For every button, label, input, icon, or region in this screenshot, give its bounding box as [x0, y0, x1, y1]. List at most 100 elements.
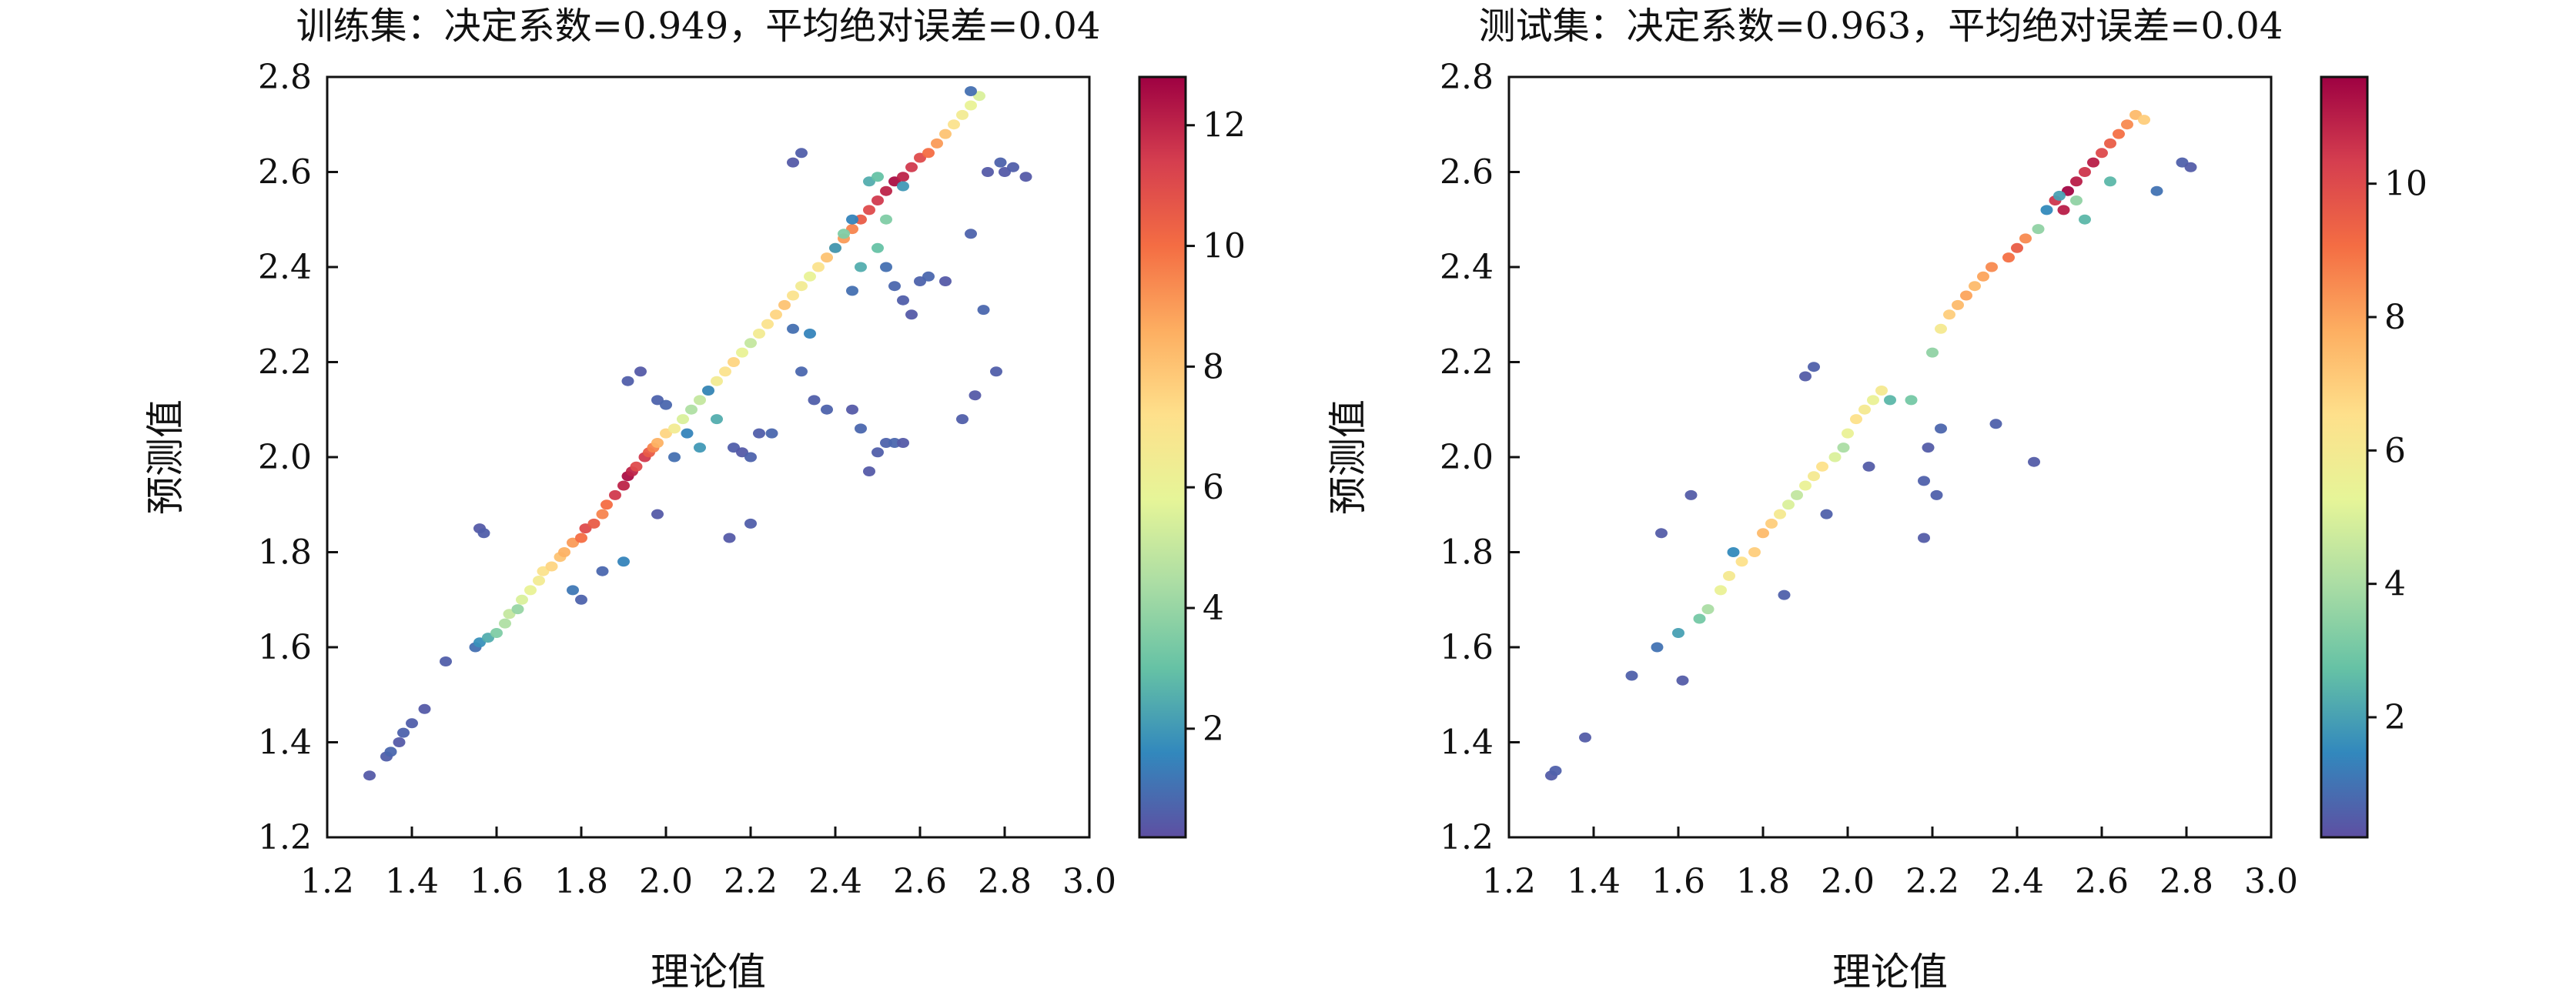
scatter-point — [795, 148, 808, 159]
x-tick-label: 2.8 — [978, 862, 1032, 901]
scatter-point — [2070, 176, 2083, 187]
scatter-point — [1969, 281, 1981, 292]
scatter-point — [1867, 395, 1879, 406]
scatter-point — [795, 366, 808, 377]
scatter-point — [778, 299, 791, 310]
colorbar-tick-label: 4 — [2384, 565, 2406, 604]
x-tick-label: 1.8 — [554, 862, 608, 901]
scatter-point — [1684, 489, 1698, 500]
scatter-point — [897, 181, 909, 192]
colorbar-tick-label: 10 — [2384, 165, 2427, 204]
train-plot-frame — [326, 75, 1091, 839]
scatter-point — [888, 438, 901, 448]
scatter-point — [694, 443, 706, 453]
x-tick-label: 1.4 — [385, 862, 439, 901]
scatter-point — [863, 466, 875, 476]
scatter-point — [524, 585, 537, 596]
scatter-point — [1655, 528, 1668, 539]
scatter-point — [948, 119, 960, 130]
scatter-point — [982, 167, 994, 177]
scatter-point — [1782, 499, 1795, 510]
scatter-point — [1816, 461, 1828, 472]
scatter-point — [994, 157, 1007, 168]
scatter-point — [651, 509, 664, 519]
scatter-point — [634, 366, 647, 377]
scatter-point — [2150, 185, 2163, 196]
scatter-point — [2138, 115, 2150, 125]
scatter-point — [770, 309, 782, 320]
test-title: 测试集：决定系数=0.963，平均绝对误差=0.04 — [1479, 5, 2283, 48]
scatter-point — [880, 185, 892, 196]
scatter-point — [1651, 642, 1664, 653]
scatter-point — [587, 518, 601, 529]
scatter-point — [855, 423, 867, 434]
scatter-point — [795, 281, 808, 292]
scatter-point — [1905, 395, 1918, 406]
scatter-point — [1693, 613, 1706, 624]
test-panel: 测试集：决定系数=0.963，平均绝对误差=0.04 1.2 1.4 1.6 1.8 2… — [1326, 5, 2427, 994]
x-tick-label: 1.4 — [1567, 862, 1621, 901]
x-tick-label: 2.2 — [1905, 862, 1959, 901]
scatter-point — [499, 618, 511, 629]
scatter-point — [1850, 414, 1862, 425]
scatter-point — [1808, 362, 1820, 372]
scatter-point — [1579, 732, 1591, 743]
scatter-point — [567, 585, 579, 596]
scatter-point — [2121, 119, 2133, 130]
scatter-point — [965, 86, 977, 96]
scatter-point — [808, 395, 821, 406]
scatter-point — [846, 286, 858, 296]
scatter-point — [905, 309, 918, 320]
y-tick-label: 1.2 — [1440, 818, 1494, 857]
scatter-point — [1930, 489, 1943, 500]
scatter-point — [1765, 518, 1778, 529]
scatter-point — [846, 214, 858, 225]
y-tick-label: 2.2 — [258, 343, 312, 382]
scatter-point — [490, 628, 503, 638]
scatter-point — [880, 262, 892, 272]
scatter-point — [905, 162, 918, 172]
y-tick-label: 1.4 — [1440, 723, 1494, 763]
x-tick-label: 1.6 — [470, 862, 524, 901]
y-tick-label: 2.6 — [1440, 153, 1494, 192]
scatter-point — [1842, 428, 1854, 439]
x-tick-label: 2.0 — [1821, 862, 1875, 901]
scatter-point — [1019, 172, 1032, 182]
scatter-point — [1791, 489, 1803, 500]
y-tick-label: 1.8 — [1440, 533, 1494, 573]
scatter-point — [1884, 395, 1896, 406]
train-x-label: 理论值 — [651, 950, 766, 994]
scatter-point — [1676, 675, 1689, 686]
x-tick-label: 2.6 — [893, 862, 947, 901]
scatter-point — [1808, 471, 1820, 482]
scatter-point — [702, 386, 714, 396]
scatter-point — [787, 157, 799, 168]
scatter-point — [787, 323, 799, 334]
scatter-point — [2096, 148, 2108, 159]
test-x-ticks: 1.2 1.4 1.6 1.8 2.0 2.2 2.4 2.6 2.8 3.0 — [1482, 827, 2298, 901]
scatter-point — [477, 528, 490, 539]
scatter-point — [393, 737, 406, 747]
scatter-point — [677, 414, 689, 425]
colorbar-tick-label: 8 — [1203, 347, 1224, 386]
x-tick-label: 2.4 — [808, 862, 862, 901]
scatter-point — [558, 547, 570, 557]
scatter-point — [2070, 195, 2083, 205]
scatter-point — [1723, 570, 1735, 581]
scatter-point — [621, 376, 634, 386]
scatter-point — [1918, 533, 1930, 543]
x-tick-label: 2.0 — [639, 862, 693, 901]
y-tick-label: 2.6 — [258, 153, 312, 192]
scatter-point — [630, 461, 643, 472]
scatter-point — [736, 347, 748, 358]
scatter-point — [1672, 628, 1684, 638]
scatter-point — [1007, 162, 1019, 172]
scatter-point — [2053, 190, 2066, 201]
x-tick-label: 1.6 — [1651, 862, 1705, 901]
scatter-point — [1977, 271, 1989, 282]
colorbar-tick-label: 8 — [2384, 298, 2406, 337]
scatter-point — [440, 656, 452, 666]
scatter-point — [804, 329, 816, 339]
x-tick-label: 2.4 — [1990, 862, 2044, 901]
